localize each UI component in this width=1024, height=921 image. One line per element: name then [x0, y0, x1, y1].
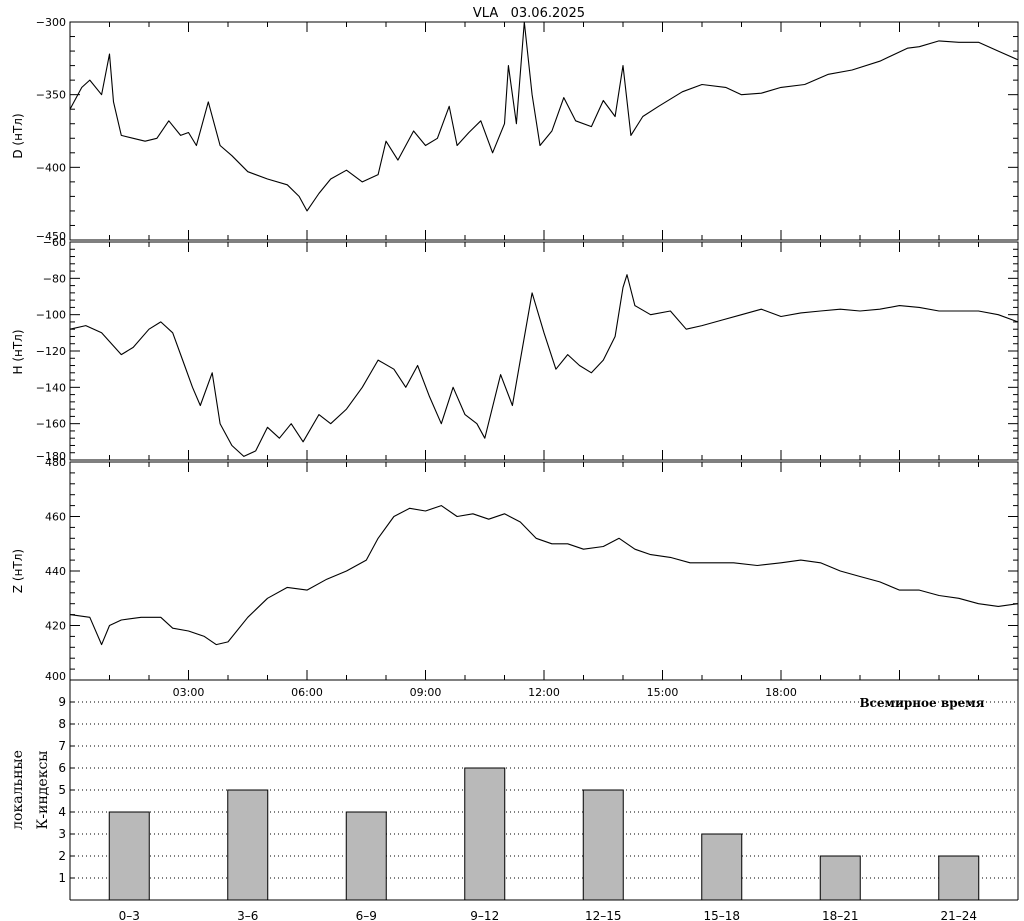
k-category-label: 6–9	[356, 909, 377, 921]
time-tick-label: 06:00	[291, 686, 323, 699]
z-y-tick-label: 440	[45, 565, 66, 578]
k-category-label: 9–12	[470, 909, 499, 921]
k-y-tick-label: 3	[58, 827, 66, 841]
z-y-tick-label: 460	[45, 511, 66, 524]
k-category-label: 0–3	[119, 909, 140, 921]
time-tick-label: 03:00	[173, 686, 205, 699]
k-bar	[227, 789, 269, 901]
d-y-tick-label: −300	[36, 16, 66, 29]
k-bar	[582, 789, 624, 901]
z-y-tick-label: 420	[45, 620, 66, 633]
h-component-panel: −180 −160 −140 −120 −100 −80 −60	[36, 236, 1019, 463]
k-y-tick-label: 5	[58, 783, 66, 797]
k-bar	[345, 811, 387, 901]
h-y-tick-label: −80	[43, 272, 66, 285]
d-y-tick-label: −350	[36, 89, 66, 102]
k-y-tick-label: 2	[58, 849, 66, 863]
d-y-tick-label: −450	[36, 230, 66, 243]
z-panel-frame	[69, 461, 1019, 681]
k-y-tick-label: 6	[58, 761, 66, 775]
d-component-panel: −450 −400 −350 −300	[36, 16, 1019, 243]
k-category-label: 15–18	[703, 909, 740, 921]
z-axis-label: Z (нТл)	[11, 549, 25, 593]
d-series-line	[69, 21, 1019, 212]
h-y-tick-label: −140	[36, 381, 66, 394]
time-tick-label: 09:00	[410, 686, 442, 699]
k-y-tick-label: 4	[58, 805, 66, 819]
time-tick-label: 12:00	[528, 686, 560, 699]
h-y-tick-label: −160	[36, 418, 66, 431]
k-category-label: 21–24	[940, 909, 977, 921]
d-y-tick-label: −400	[36, 161, 66, 174]
k-category-label: 3–6	[237, 909, 258, 921]
d-panel-frame	[69, 21, 1019, 241]
time-tick-label: 15:00	[647, 686, 679, 699]
k-y-tick-label: 1	[58, 871, 66, 885]
h-axis-label: H (нТл)	[11, 329, 25, 374]
k-y-tick-label: 8	[58, 717, 66, 731]
h-y-tick-label: −180	[36, 450, 66, 463]
k-category-label: 18–21	[822, 909, 859, 921]
k-index-panel: 1 2 3 4 5 6 7 8 9 0–3 3–6 6–9 9–12 12–15 15–18 18–21 21–…	[58, 680, 1019, 921]
h-y-tick-label: −100	[36, 309, 66, 322]
k-bar	[819, 855, 861, 901]
k-bar	[701, 833, 743, 901]
h-y-tick-label: −120	[36, 345, 66, 358]
k-bar	[108, 811, 150, 901]
k-y-tick-label: 7	[58, 739, 66, 753]
h-series-line	[69, 274, 1019, 457]
time-tick-label: 18:00	[765, 686, 797, 699]
k-axis-label-2: локальные	[10, 750, 26, 830]
k-bar	[464, 767, 506, 901]
z-series-line	[69, 505, 1019, 646]
h-y-tick-label: −60	[43, 236, 66, 249]
time-axis-title: Всемирное время	[859, 696, 984, 710]
k-axis-label: К-индексы	[35, 751, 51, 830]
chart-title: VLA 03.06.2025	[473, 6, 585, 21]
z-y-tick-label: 400	[45, 670, 66, 683]
z-y-tick-label: 480	[45, 456, 66, 469]
d-axis-label: D (нТл)	[11, 113, 25, 158]
k-y-tick-label: 9	[58, 695, 66, 709]
h-panel-frame	[69, 241, 1019, 461]
k-bar	[938, 855, 980, 901]
k-category-label: 12–15	[585, 909, 622, 921]
z-component-panel: 400 420 440 460 480 03:00 06:00 09:00 12:00 15:00…	[45, 456, 1019, 699]
